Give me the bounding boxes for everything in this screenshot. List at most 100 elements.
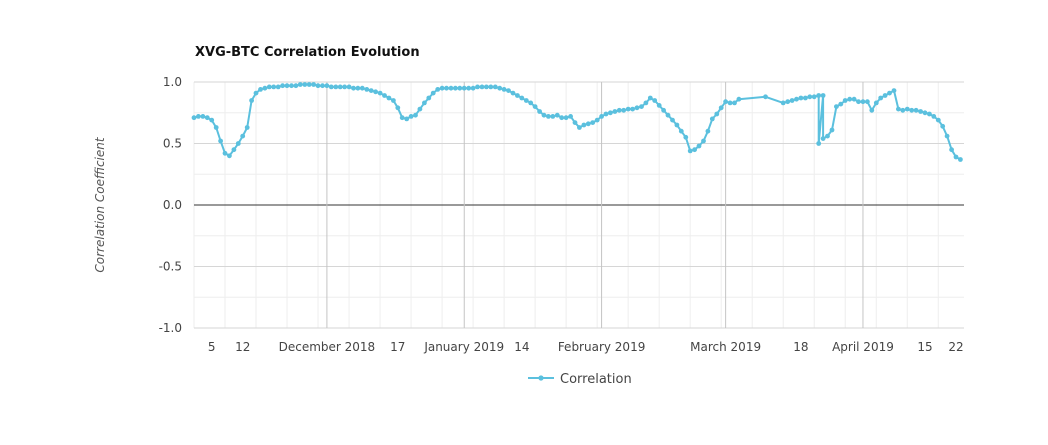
data-point	[656, 103, 662, 108]
data-point	[608, 110, 613, 116]
data-point	[581, 122, 587, 128]
data-point	[811, 94, 817, 100]
data-point	[692, 147, 697, 153]
data-point	[289, 83, 294, 89]
data-point	[284, 83, 290, 89]
data-point	[927, 111, 932, 117]
data-point	[258, 87, 263, 92]
data-point	[940, 123, 946, 129]
data-point	[563, 115, 569, 121]
data-point	[395, 105, 401, 111]
data-point	[266, 84, 272, 90]
data-point	[244, 125, 250, 130]
data-point	[829, 127, 835, 133]
data-point	[351, 85, 356, 91]
data-point	[213, 125, 219, 130]
data-point	[577, 125, 582, 130]
y-tick-label: 1.0	[163, 75, 182, 89]
data-point	[417, 106, 423, 112]
data-point	[612, 109, 618, 114]
data-point	[510, 90, 516, 96]
data-point	[324, 83, 330, 89]
data-point	[470, 85, 476, 91]
data-point	[816, 93, 822, 98]
data-point	[820, 136, 826, 142]
data-point	[492, 84, 498, 90]
data-point	[275, 84, 281, 90]
data-point	[585, 121, 591, 127]
data-point	[572, 120, 578, 125]
data-point	[900, 107, 906, 113]
data-point	[860, 99, 866, 105]
data-point	[359, 85, 365, 91]
data-point	[958, 157, 963, 162]
data-point	[506, 88, 511, 93]
data-point	[904, 106, 910, 112]
data-point	[639, 104, 644, 109]
x-tick-labels: 5 12 December 2018 17 January 2019 14 February…	[208, 340, 964, 354]
data-point	[803, 95, 808, 101]
data-point	[873, 100, 879, 106]
data-point	[399, 115, 405, 121]
x-tick-label: 18	[793, 340, 808, 354]
data-point	[918, 109, 923, 114]
data-point	[231, 147, 237, 153]
data-point	[404, 116, 410, 122]
data-point	[882, 93, 888, 98]
x-tick-label: January 2019	[423, 340, 504, 354]
x-tick-label: December 2018	[279, 340, 376, 354]
data-point	[501, 87, 507, 92]
data-point	[293, 83, 299, 89]
y-tick-label: -0.5	[159, 260, 182, 274]
data-point	[816, 141, 822, 146]
data-point	[311, 82, 316, 87]
data-point	[909, 107, 915, 113]
data-point	[865, 99, 870, 105]
data-point	[377, 90, 383, 96]
data-point	[209, 117, 215, 123]
data-point	[355, 85, 361, 91]
data-point	[488, 84, 494, 90]
grid-layer	[193, 81, 964, 329]
data-point	[670, 117, 675, 123]
x-tick-label: February 2019	[558, 340, 646, 354]
data-point	[736, 96, 742, 102]
data-point	[935, 117, 941, 123]
legend[interactable]: Correlation	[528, 372, 632, 387]
data-point	[661, 107, 666, 113]
data-point	[847, 96, 853, 102]
data-point	[191, 115, 197, 121]
data-point	[718, 105, 724, 111]
data-point	[408, 114, 414, 119]
data-point	[763, 94, 768, 100]
data-point	[532, 104, 538, 109]
data-point	[227, 153, 232, 159]
data-point	[590, 120, 596, 125]
legend-label: Correlation	[560, 372, 632, 387]
data-point	[953, 154, 959, 160]
data-point	[204, 115, 210, 121]
data-point	[240, 133, 246, 139]
data-point	[732, 100, 737, 106]
data-point	[842, 98, 848, 103]
data-point	[528, 100, 534, 106]
data-point	[825, 133, 830, 139]
data-point	[665, 112, 671, 118]
data-point	[807, 94, 813, 100]
x-tick-label: 22	[948, 340, 963, 354]
data-point	[780, 100, 786, 106]
data-point	[435, 87, 441, 92]
data-point	[297, 82, 303, 87]
data-point	[430, 90, 436, 96]
data-point	[851, 96, 857, 102]
y-tick-label: -1.0	[159, 321, 182, 335]
data-point	[714, 111, 720, 117]
data-point	[643, 100, 649, 106]
data-point	[484, 84, 489, 90]
data-point	[625, 106, 631, 112]
data-point	[346, 84, 352, 90]
data-point	[466, 85, 472, 91]
x-tick-label: 17	[390, 340, 405, 354]
data-point	[368, 88, 374, 93]
